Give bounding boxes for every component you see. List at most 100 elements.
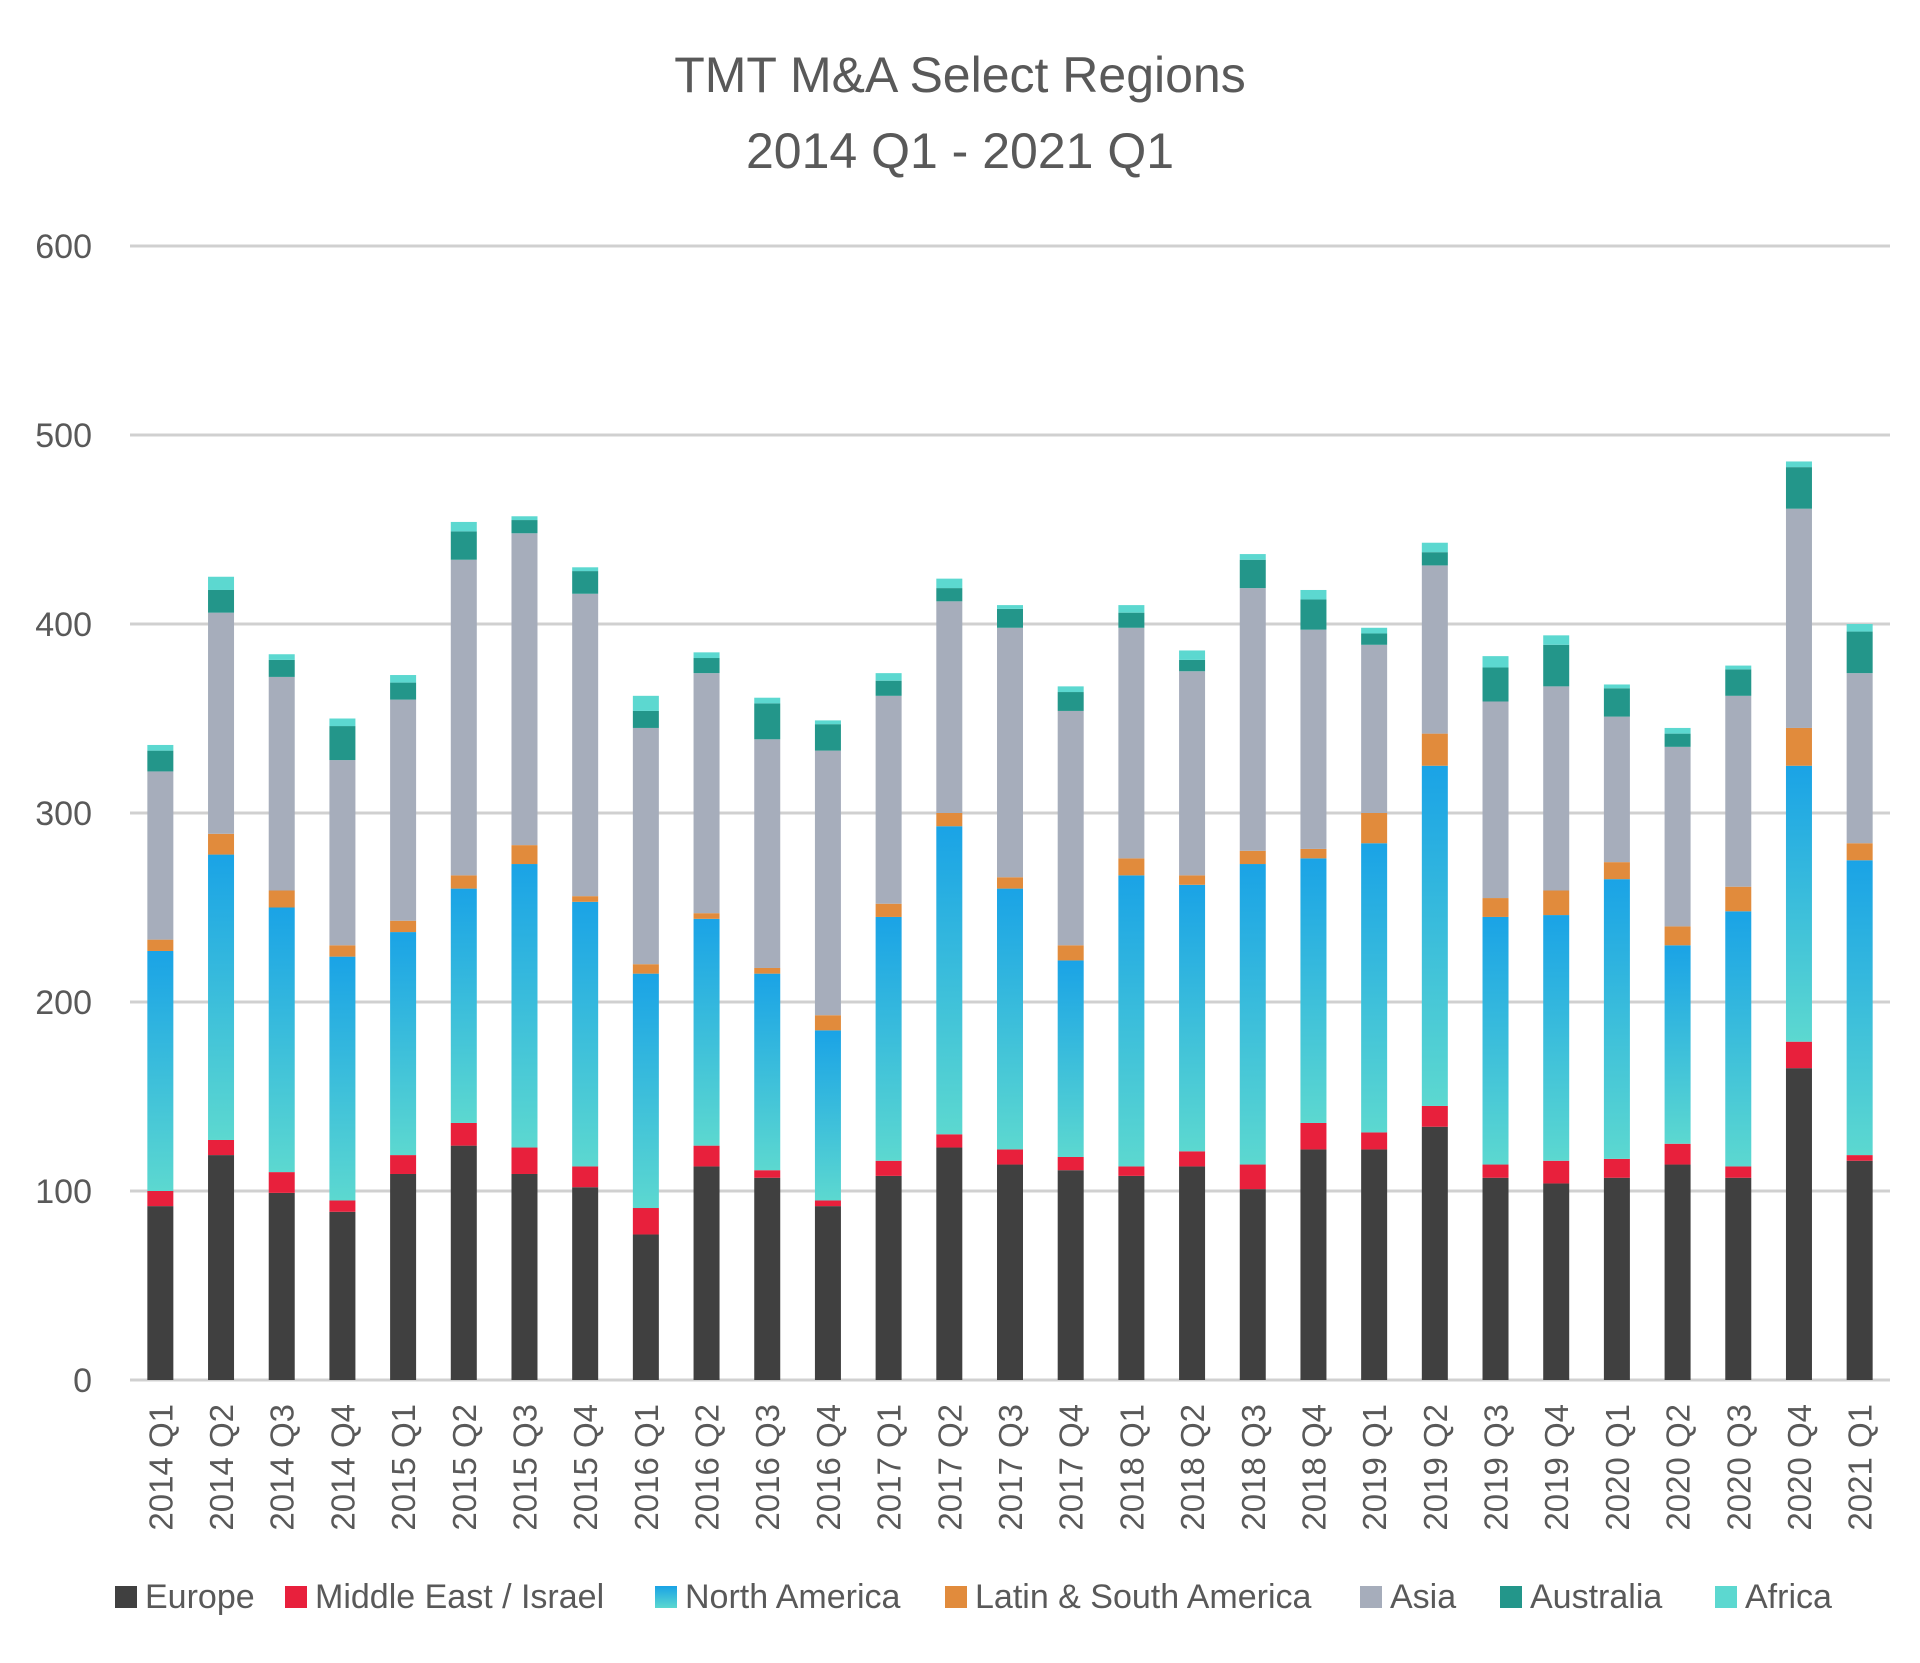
- bar-segment: [329, 956, 356, 1201]
- bar-segment: [268, 659, 295, 677]
- bar-segment: [1603, 688, 1630, 717]
- bar-segment: [1179, 1151, 1206, 1167]
- bar-segment: [1057, 945, 1084, 961]
- bar-segment: [1057, 960, 1084, 1157]
- bar-segment: [329, 945, 356, 957]
- x-tick-label: 2014 Q1: [142, 1404, 179, 1531]
- bar-segment: [511, 1173, 538, 1380]
- bar-segment: [1300, 1149, 1327, 1380]
- bar-segment: [1543, 890, 1570, 916]
- bar-segment: [1361, 644, 1388, 813]
- bar-segment: [1421, 552, 1448, 566]
- bar-segment: [1664, 733, 1691, 747]
- y-tick-label: 600: [35, 228, 92, 266]
- bar-segment: [936, 578, 963, 589]
- x-tick-label: 2020 Q4: [1781, 1404, 1818, 1531]
- bar-segment: [1785, 461, 1812, 468]
- bar-segment: [572, 567, 599, 572]
- bar-segment: [1664, 727, 1691, 734]
- x-tick-label: 2016 Q2: [689, 1404, 726, 1531]
- bar-segment: [1482, 898, 1509, 917]
- bar-segment: [1482, 1164, 1509, 1178]
- bar-segment: [1361, 627, 1388, 634]
- bar-segment: [390, 699, 417, 921]
- x-tick-label: 2016 Q1: [628, 1404, 665, 1531]
- bar-segment: [147, 950, 174, 1191]
- legend-label: Latin & South America: [975, 1578, 1312, 1616]
- bar-segment: [1239, 559, 1266, 589]
- x-tick-label: 2014 Q2: [203, 1404, 240, 1531]
- y-tick-label: 300: [35, 795, 92, 833]
- bar-segment: [754, 967, 781, 974]
- bar-segment: [1239, 864, 1266, 1165]
- x-tick-label: 2016 Q3: [749, 1404, 786, 1531]
- bar-segment: [329, 760, 356, 946]
- bar-segment: [632, 727, 659, 965]
- x-tick-label: 2019 Q4: [1538, 1404, 1575, 1531]
- bar-segment: [1603, 862, 1630, 880]
- bar-segment: [268, 1192, 295, 1380]
- bar-segment: [1361, 1149, 1388, 1380]
- bar-segment: [814, 1200, 841, 1207]
- x-axis-ticks: 2014 Q1 2014 Q2 2014 Q3 2014 Q4 2015 Q1 2015 …: [142, 1404, 1878, 1531]
- bar-segment: [1603, 716, 1630, 863]
- bar-segment: [632, 710, 659, 728]
- bar-segment: [1603, 1177, 1630, 1380]
- legend-label: Africa: [1745, 1578, 1832, 1616]
- bar-segment: [450, 1122, 477, 1146]
- bar-segment: [754, 1177, 781, 1380]
- bar-segment: [1664, 926, 1691, 946]
- bar-segment: [1361, 813, 1388, 844]
- bar-segment: [208, 612, 235, 834]
- bar-segment: [632, 1208, 659, 1235]
- legend-label: North America: [685, 1578, 900, 1616]
- bar-segment: [997, 608, 1023, 628]
- x-tick-label: 2018 Q1: [1113, 1404, 1150, 1531]
- bar-segment: [1118, 875, 1145, 1167]
- bar-segment: [1846, 843, 1873, 861]
- bar-segment: [1603, 1158, 1630, 1178]
- x-tick-label: 2020 Q1: [1599, 1404, 1636, 1531]
- bar-segment: [1300, 589, 1327, 600]
- bar-segment: [1785, 508, 1812, 728]
- legend-swatch: [1360, 1586, 1382, 1608]
- bar-segment: [814, 1015, 841, 1031]
- bar-segment: [936, 813, 963, 827]
- x-tick-label: 2015 Q2: [446, 1404, 483, 1531]
- y-tick-label: 400: [35, 606, 92, 644]
- bar-segment: [1300, 858, 1327, 1123]
- bar-segment: [814, 724, 841, 751]
- bar-segment: [875, 680, 902, 696]
- bar-segment: [814, 1030, 841, 1201]
- bar-segment: [572, 593, 599, 897]
- bar-segment: [511, 845, 538, 865]
- bar-segment: [1846, 673, 1873, 844]
- bar-segment: [1846, 624, 1873, 632]
- bar-segment: [1603, 879, 1630, 1159]
- bar-segment: [693, 913, 720, 919]
- bar-segment: [1482, 701, 1509, 899]
- bar-segment: [147, 744, 174, 751]
- bar-segment: [1664, 1164, 1691, 1380]
- bar-segment: [208, 1139, 235, 1156]
- bar-segment: [1118, 612, 1145, 628]
- bar-segment: [511, 1147, 538, 1174]
- bar-segment: [1239, 1189, 1266, 1380]
- bar-segment: [1118, 627, 1145, 859]
- bar-segment: [208, 833, 235, 855]
- bar-segment: [268, 907, 295, 1173]
- bar-segment: [997, 877, 1023, 889]
- bar-segment: [1664, 1143, 1691, 1165]
- bar-segment: [1846, 860, 1873, 1156]
- bar-segment: [1057, 686, 1084, 693]
- bar-segment: [936, 588, 963, 602]
- bar-segment: [329, 718, 356, 727]
- bar-segment: [1482, 667, 1509, 702]
- bar-segment: [1482, 656, 1509, 668]
- bar-segment: [511, 864, 538, 1148]
- bar-segment: [208, 854, 235, 1140]
- bar-segment: [450, 1145, 477, 1380]
- legend-label: Europe: [145, 1578, 255, 1616]
- bar-segment: [693, 652, 720, 659]
